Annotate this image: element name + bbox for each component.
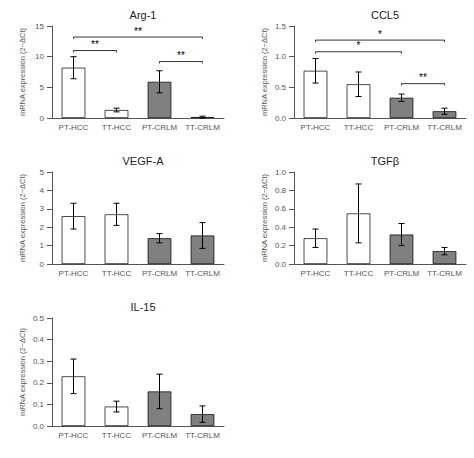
svg-text:10: 10 bbox=[35, 52, 44, 61]
svg-text:0.6: 0.6 bbox=[275, 204, 287, 213]
svg-text:1.5: 1.5 bbox=[275, 22, 287, 31]
svg-text:0.2: 0.2 bbox=[33, 378, 45, 387]
svg-text:TT-CRLM: TT-CRLM bbox=[185, 123, 220, 132]
svg-text:0: 0 bbox=[40, 114, 45, 123]
svg-text:PT-CRLM: PT-CRLM bbox=[142, 431, 177, 440]
svg-text:mRNA expression (2−ΔCt): mRNA expression (2−ΔCt) bbox=[18, 27, 27, 116]
svg-text:0.3: 0.3 bbox=[33, 357, 45, 366]
svg-text:PT-CRLM: PT-CRLM bbox=[384, 269, 419, 278]
svg-text:PT-CRLM: PT-CRLM bbox=[142, 123, 177, 132]
svg-text:PT-HCC: PT-HCC bbox=[59, 123, 89, 132]
svg-text:0.4: 0.4 bbox=[275, 223, 287, 232]
svg-text:Arg-1: Arg-1 bbox=[130, 9, 157, 21]
svg-text:TT-HCC: TT-HCC bbox=[102, 123, 132, 132]
svg-text:PT-CRLM: PT-CRLM bbox=[142, 269, 177, 278]
svg-text:2: 2 bbox=[40, 223, 45, 232]
svg-text:PT-HCC: PT-HCC bbox=[301, 123, 331, 132]
svg-text:TT-CRLM: TT-CRLM bbox=[427, 123, 462, 132]
svg-text:TGFβ: TGFβ bbox=[371, 155, 399, 167]
svg-text:PT-HCC: PT-HCC bbox=[59, 431, 89, 440]
svg-text:**: ** bbox=[91, 39, 99, 50]
svg-text:0.0: 0.0 bbox=[33, 422, 45, 431]
svg-text:TT-HCC: TT-HCC bbox=[344, 123, 374, 132]
svg-text:mRNA expression (2−ΔCt): mRNA expression (2−ΔCt) bbox=[260, 173, 269, 262]
svg-text:0.2: 0.2 bbox=[275, 241, 287, 250]
svg-text:**: ** bbox=[419, 72, 427, 83]
svg-text:1.0: 1.0 bbox=[275, 168, 287, 177]
svg-text:15: 15 bbox=[35, 22, 44, 31]
svg-text:VEGF-A: VEGF-A bbox=[123, 155, 165, 167]
svg-text:0.5: 0.5 bbox=[275, 83, 287, 92]
svg-text:**: ** bbox=[177, 50, 185, 61]
svg-text:0.8: 0.8 bbox=[275, 186, 287, 195]
svg-text:TT-HCC: TT-HCC bbox=[344, 269, 374, 278]
svg-text:0.4: 0.4 bbox=[33, 335, 45, 344]
svg-text:0.0: 0.0 bbox=[275, 114, 287, 123]
svg-text:TT-HCC: TT-HCC bbox=[102, 431, 132, 440]
svg-text:1.0: 1.0 bbox=[275, 52, 287, 61]
svg-text:0: 0 bbox=[40, 260, 45, 269]
svg-text:TT-CRLM: TT-CRLM bbox=[185, 269, 220, 278]
svg-text:TT-HCC: TT-HCC bbox=[102, 269, 132, 278]
svg-text:PT-HCC: PT-HCC bbox=[301, 269, 331, 278]
svg-text:1: 1 bbox=[40, 241, 45, 250]
svg-text:0.0: 0.0 bbox=[275, 260, 287, 269]
svg-text:5: 5 bbox=[40, 83, 45, 92]
svg-text:5: 5 bbox=[40, 168, 45, 177]
svg-text:mRNA expression (2−ΔCt): mRNA expression (2−ΔCt) bbox=[18, 173, 27, 262]
svg-text:TT-CRLM: TT-CRLM bbox=[185, 431, 220, 440]
svg-text:CCL5: CCL5 bbox=[371, 9, 399, 21]
svg-text:mRNA expression (2−ΔCt): mRNA expression (2−ΔCt) bbox=[260, 27, 269, 116]
svg-text:IL-15: IL-15 bbox=[130, 301, 155, 313]
svg-text:0.5: 0.5 bbox=[33, 314, 45, 323]
svg-text:4: 4 bbox=[40, 186, 45, 195]
svg-text:mRNA expression (2−ΔCt): mRNA expression (2−ΔCt) bbox=[18, 327, 27, 416]
svg-text:**: ** bbox=[134, 26, 142, 37]
svg-text:*: * bbox=[378, 29, 382, 40]
svg-text:0.1: 0.1 bbox=[33, 400, 45, 409]
svg-text:PT-CRLM: PT-CRLM bbox=[384, 123, 419, 132]
svg-text:3: 3 bbox=[40, 204, 45, 213]
svg-text:PT-HCC: PT-HCC bbox=[59, 269, 89, 278]
svg-text:TT-CRLM: TT-CRLM bbox=[427, 269, 462, 278]
svg-text:*: * bbox=[357, 40, 361, 51]
